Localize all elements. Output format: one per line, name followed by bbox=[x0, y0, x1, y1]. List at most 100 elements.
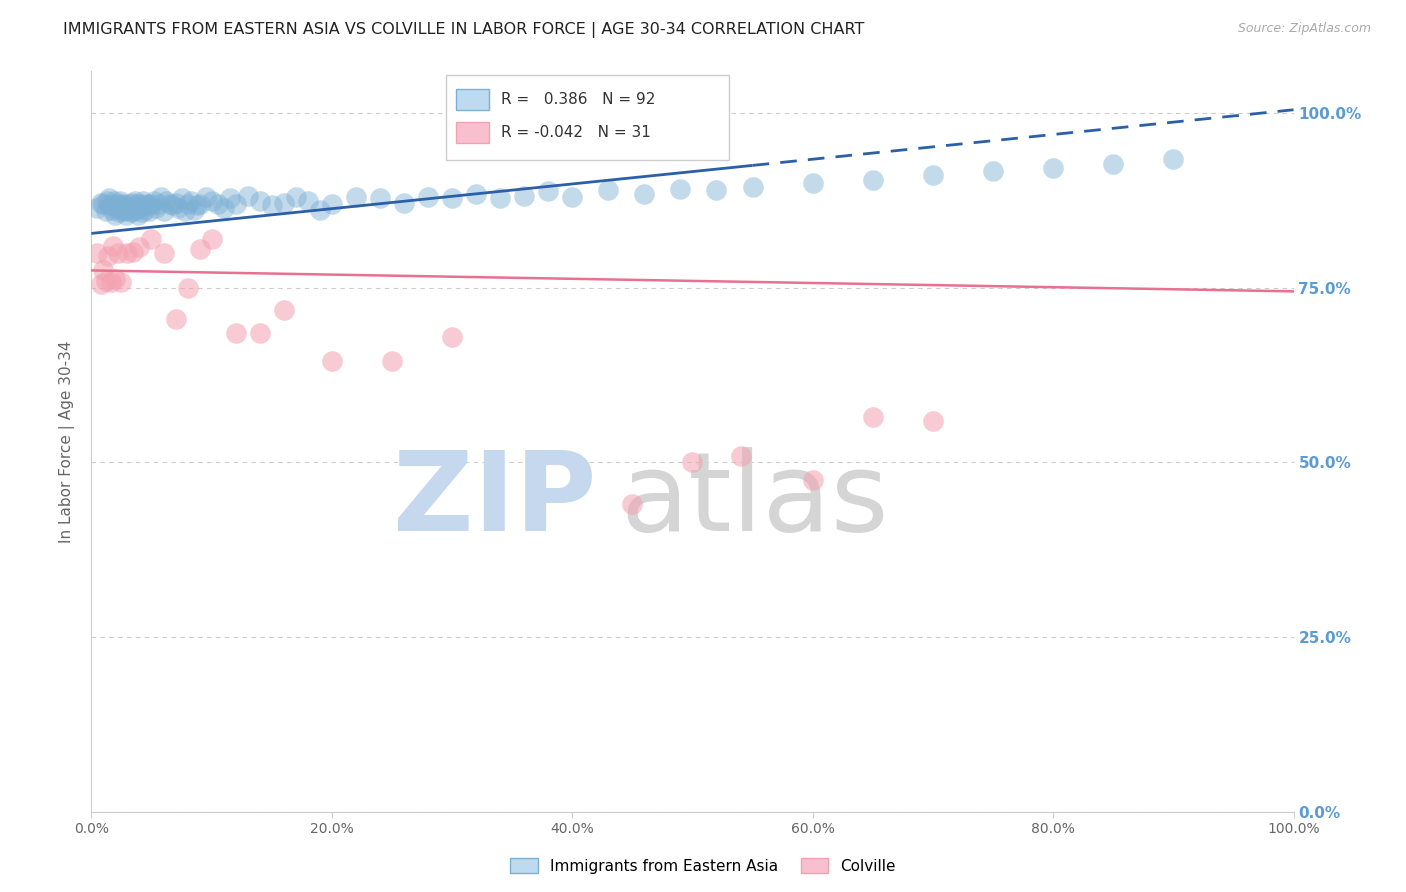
Text: R = -0.042   N = 31: R = -0.042 N = 31 bbox=[502, 125, 651, 140]
Point bbox=[114, 204, 136, 219]
Point bbox=[465, 186, 488, 201]
Point bbox=[170, 192, 193, 206]
Point bbox=[201, 232, 224, 246]
Point bbox=[621, 497, 644, 511]
Point bbox=[669, 182, 692, 196]
Point bbox=[862, 410, 884, 425]
Point bbox=[218, 192, 240, 206]
Point bbox=[194, 190, 217, 204]
Point bbox=[93, 263, 115, 277]
Point bbox=[112, 198, 135, 212]
Text: IMMIGRANTS FROM EASTERN ASIA VS COLVILLE IN LABOR FORCE | AGE 30-34 CORRELATION : IMMIGRANTS FROM EASTERN ASIA VS COLVILLE… bbox=[63, 22, 865, 38]
Point bbox=[86, 246, 108, 260]
Point bbox=[107, 246, 129, 260]
Point bbox=[207, 197, 229, 211]
Point bbox=[152, 246, 174, 260]
Point bbox=[162, 198, 184, 212]
Point bbox=[186, 198, 208, 212]
Point bbox=[104, 208, 127, 222]
Point bbox=[98, 198, 121, 212]
Point bbox=[90, 277, 112, 292]
Point bbox=[93, 197, 115, 211]
Point bbox=[225, 326, 247, 341]
Point bbox=[176, 281, 198, 295]
Point bbox=[249, 194, 271, 208]
Point bbox=[118, 201, 141, 215]
Point bbox=[273, 195, 295, 210]
Point bbox=[1042, 161, 1064, 175]
Point bbox=[159, 197, 181, 211]
Point bbox=[86, 201, 108, 215]
Point bbox=[127, 208, 149, 222]
Point bbox=[90, 195, 112, 210]
Point bbox=[513, 188, 536, 202]
Text: Source: ZipAtlas.com: Source: ZipAtlas.com bbox=[1237, 22, 1371, 36]
Point bbox=[440, 330, 463, 344]
Point bbox=[392, 195, 415, 210]
Point bbox=[115, 208, 138, 222]
Point bbox=[188, 243, 211, 257]
Point bbox=[236, 188, 259, 202]
Text: atlas: atlas bbox=[620, 447, 889, 554]
Point bbox=[416, 190, 439, 204]
FancyBboxPatch shape bbox=[446, 75, 728, 161]
Point bbox=[150, 190, 173, 204]
Point bbox=[145, 201, 167, 215]
Point bbox=[183, 202, 205, 217]
Y-axis label: In Labor Force | Age 30-34: In Labor Force | Age 30-34 bbox=[59, 340, 76, 543]
Point bbox=[681, 455, 703, 469]
Point bbox=[110, 194, 132, 208]
Point bbox=[167, 201, 190, 215]
Point bbox=[107, 197, 129, 211]
Point bbox=[117, 246, 139, 260]
Point bbox=[321, 197, 343, 211]
Point bbox=[537, 185, 560, 199]
Point bbox=[120, 205, 142, 219]
Point bbox=[561, 190, 583, 204]
Point bbox=[121, 195, 143, 210]
Point bbox=[273, 303, 295, 318]
Point bbox=[103, 194, 125, 208]
Point bbox=[101, 239, 124, 253]
Point bbox=[104, 272, 127, 286]
Point bbox=[741, 179, 763, 194]
Point bbox=[101, 197, 124, 211]
Point bbox=[94, 274, 117, 288]
Point bbox=[105, 201, 128, 215]
Point bbox=[165, 195, 187, 210]
Point bbox=[249, 326, 271, 341]
Point bbox=[110, 275, 132, 289]
Point bbox=[1102, 156, 1125, 170]
Point bbox=[260, 198, 283, 212]
Point bbox=[981, 163, 1004, 178]
Point bbox=[94, 204, 117, 219]
Point bbox=[141, 197, 163, 211]
Point bbox=[131, 205, 153, 219]
Point bbox=[142, 194, 165, 208]
Point bbox=[730, 449, 752, 463]
Point bbox=[188, 197, 211, 211]
Point bbox=[321, 354, 343, 368]
Point bbox=[128, 201, 150, 215]
Point bbox=[148, 197, 170, 211]
Point bbox=[381, 354, 404, 368]
Point bbox=[174, 204, 197, 219]
Point bbox=[125, 202, 148, 217]
Point bbox=[201, 194, 224, 208]
Point bbox=[96, 194, 118, 208]
Point bbox=[97, 250, 120, 264]
Point bbox=[122, 244, 145, 259]
Point bbox=[108, 205, 131, 219]
Point bbox=[128, 240, 150, 254]
FancyBboxPatch shape bbox=[456, 89, 489, 110]
Point bbox=[180, 194, 202, 208]
Point bbox=[862, 172, 884, 186]
Point bbox=[212, 201, 235, 215]
Point bbox=[801, 176, 824, 190]
Point bbox=[922, 168, 945, 182]
Point bbox=[118, 197, 141, 211]
Point bbox=[135, 197, 157, 211]
Point bbox=[100, 275, 122, 289]
Point bbox=[155, 194, 177, 208]
Point bbox=[440, 192, 463, 206]
